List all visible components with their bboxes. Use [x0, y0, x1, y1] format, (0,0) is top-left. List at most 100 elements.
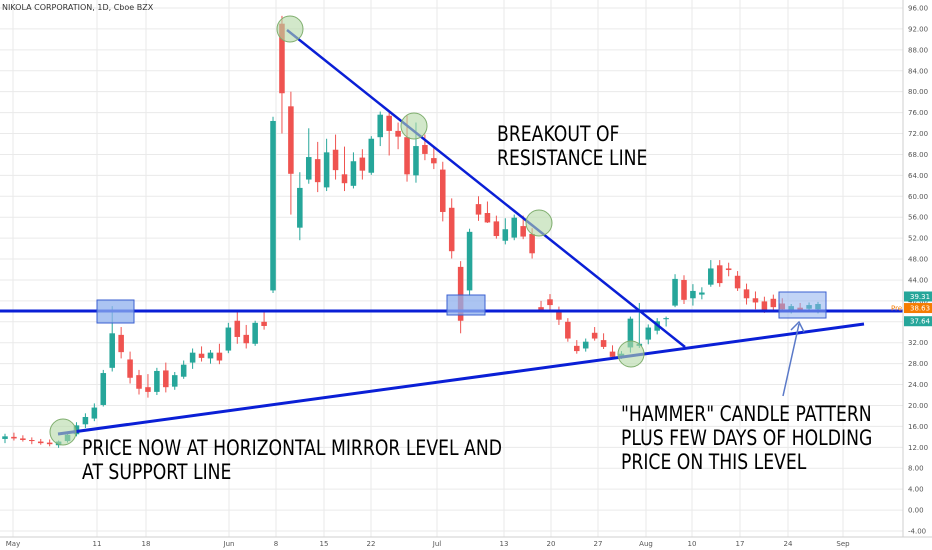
price-tags: 39.31 Pre 38.63 37.64	[891, 291, 932, 327]
candle	[716, 260, 723, 287]
candle-body	[716, 265, 723, 284]
candle-body	[511, 217, 518, 238]
candle	[323, 138, 330, 192]
mirror-level-box-aug[interactable]	[778, 291, 827, 319]
candle-body	[297, 187, 303, 228]
candle	[448, 198, 455, 259]
candle	[743, 283, 750, 305]
candle-body	[136, 375, 142, 389]
candle-body	[439, 169, 446, 212]
candle-body	[752, 298, 759, 303]
price-now-annotation[interactable]: PRICE NOW AT HORIZONTAL MIRROR LEVEL AND…	[82, 436, 502, 484]
candle-body	[100, 373, 107, 405]
candle	[359, 149, 366, 180]
touch-point-circle-jul[interactable]	[400, 112, 428, 140]
candle	[189, 348, 196, 369]
candle-body	[109, 333, 115, 368]
candle	[681, 275, 687, 305]
candle-body	[493, 221, 500, 237]
candle	[314, 141, 321, 193]
candle	[511, 214, 518, 241]
touch-point-circle-may[interactable]	[49, 418, 77, 446]
chart-drawings	[0, 15, 903, 446]
candle	[288, 91, 294, 215]
hammer-arrow[interactable]	[782, 320, 805, 397]
resistance-trend-line[interactable]	[286, 29, 686, 348]
candle-body	[2, 436, 8, 439]
y-tick-label: 76.00	[908, 109, 928, 117]
candle	[734, 271, 741, 291]
candlestick-series	[2, 15, 821, 448]
y-tick-label: 32.00	[908, 339, 928, 347]
candle-body	[565, 321, 571, 339]
annotation-line: PLUS FEW DAYS OF HOLDING	[621, 426, 873, 450]
y-tick-label: 8.00	[908, 465, 924, 473]
x-tick-label: 13	[500, 540, 509, 548]
price-grid	[0, 0, 903, 537]
touch-point-circle-jun-top[interactable]	[276, 15, 304, 43]
candle	[591, 327, 598, 341]
x-tick-label: 22	[367, 540, 376, 548]
candle-body	[556, 310, 562, 320]
x-tick-label: 20	[547, 540, 556, 548]
candle	[270, 116, 276, 294]
x-tick-label: 24	[784, 540, 793, 548]
chart-title: NIKOLA CORPORATION, 1D, Cboe BZX	[2, 3, 154, 12]
candle-body	[189, 352, 196, 363]
candle	[127, 351, 133, 384]
touch-point-circle-jul-late[interactable]	[525, 209, 553, 237]
candle	[645, 324, 652, 345]
candle-body	[91, 407, 98, 419]
candle-body	[118, 334, 124, 353]
x-tick-label: Jun	[223, 540, 235, 548]
candle-body	[154, 370, 160, 392]
y-tick-label: 24.00	[908, 381, 928, 389]
candle	[475, 196, 482, 221]
y-tick-label: 68.00	[908, 151, 928, 159]
candle	[37, 438, 44, 445]
candle-body	[288, 106, 294, 174]
candle	[395, 122, 401, 150]
candle-body	[377, 114, 384, 138]
y-tick-label: -4.00	[908, 528, 926, 536]
y-tick-label: 48.00	[908, 256, 928, 264]
y-tick-label: 72.00	[908, 130, 928, 138]
y-tick-label: 28.00	[908, 360, 928, 368]
candle	[243, 324, 249, 349]
candle	[100, 369, 107, 407]
candle-body	[207, 352, 214, 359]
mirror-level-box-may[interactable]	[96, 299, 135, 324]
candle-body	[734, 275, 741, 289]
candle	[20, 435, 26, 442]
touch-point-circle-aug[interactable]	[617, 340, 645, 368]
annotation-line: PRICE ON THIS LEVEL	[621, 450, 807, 474]
hammer-annotation[interactable]: "HAMMER" CANDLE PATTERN PLUS FEW DAYS OF…	[621, 402, 872, 474]
candle-body	[538, 307, 544, 311]
candle	[11, 432, 17, 441]
y-tick-label: 0.00	[908, 507, 924, 515]
candle	[207, 350, 214, 364]
breakout-annotation[interactable]: BREAKOUT OF RESISTANCE LINE	[497, 122, 647, 170]
candle	[2, 433, 8, 444]
candle	[234, 312, 241, 344]
mirror-level-box-jul[interactable]	[446, 294, 486, 316]
candle	[368, 136, 375, 175]
candle-body	[279, 23, 285, 94]
candle	[502, 218, 509, 245]
y-tick-label: 16.00	[908, 423, 928, 431]
price-tag: 37.64	[904, 316, 932, 327]
candle	[145, 374, 151, 398]
candle-body	[314, 159, 321, 183]
candle-body	[574, 345, 580, 352]
candle-body	[234, 320, 241, 337]
support-trend-line[interactable]	[57, 322, 865, 436]
candle	[431, 146, 437, 170]
candle	[305, 128, 312, 184]
candle-body	[323, 152, 330, 188]
candle-body	[198, 353, 205, 358]
candle	[332, 134, 339, 180]
candle-body	[743, 289, 750, 299]
candle-body	[145, 387, 151, 392]
